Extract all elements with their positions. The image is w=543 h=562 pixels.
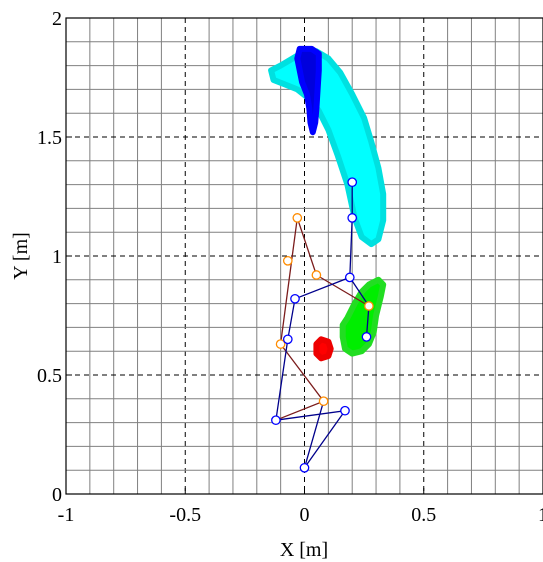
point-cloud-2 — [339, 276, 387, 357]
y-tick-label: 1 — [52, 246, 62, 268]
x-tick-label: 0 — [300, 504, 310, 526]
x-tick-label: 0.5 — [411, 504, 436, 526]
tick-labels: -1 -0.5 0 0.5 1 0 0.5 1 1.5 2 — [37, 8, 543, 526]
x-tick-label: -1 — [58, 504, 75, 526]
y-axis-label: Y [m] — [10, 232, 32, 280]
series-0-marker-2 — [292, 213, 303, 223]
data-series — [271, 177, 374, 473]
point-cloud-3 — [313, 336, 334, 362]
y-tick-label: 0 — [52, 484, 62, 506]
series-0-line-0 — [275, 217, 370, 421]
series-1-marker-2 — [344, 272, 355, 283]
series-0-marker-4 — [275, 339, 286, 349]
series-1-marker-0 — [347, 177, 358, 188]
x-tick-label: -0.5 — [169, 504, 201, 526]
series-0-marker-5 — [318, 396, 329, 407]
data-clouds — [268, 45, 387, 362]
series-1-marker-7 — [299, 462, 310, 473]
y-tick-label: 1.5 — [37, 127, 62, 149]
series-1-marker-3 — [290, 293, 300, 304]
y-tick-label: 0.5 — [37, 365, 62, 387]
x-axis-label: X [m] — [280, 539, 328, 561]
series-1-marker-6 — [340, 405, 350, 416]
x-tick-label: 1 — [538, 504, 543, 526]
series-1-marker-5 — [271, 415, 281, 426]
series-0-marker-3 — [282, 255, 293, 266]
series-0-marker-1 — [311, 270, 322, 280]
y-tick-label: 2 — [52, 8, 62, 30]
series-1-marker-1 — [347, 213, 358, 223]
point-cloud-1 — [294, 45, 322, 136]
series-0-marker-0 — [364, 301, 374, 311]
series-1-marker-8 — [361, 332, 372, 342]
series-1-marker-4 — [282, 334, 293, 345]
